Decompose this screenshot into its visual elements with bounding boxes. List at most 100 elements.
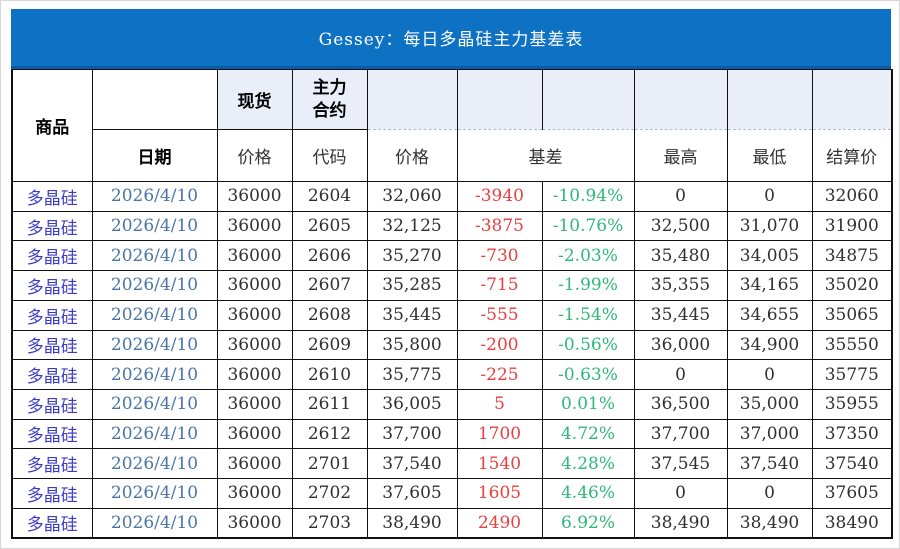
cell-commodity: 多晶硅 (11, 448, 93, 480)
cell-contract-code: 2612 (291, 418, 368, 450)
cell-futures-price: 35,800 (366, 329, 458, 361)
header-blank-1 (366, 69, 458, 130)
cell-low: 35,000 (726, 388, 813, 420)
cell-contract-code: 2701 (291, 448, 368, 480)
header-date: 日期 (91, 129, 218, 182)
cell-futures-price: 37,605 (366, 478, 458, 509)
cell-low: 37,000 (726, 418, 813, 450)
header-blank-2 (456, 69, 543, 130)
cell-basis: -730 (456, 240, 543, 272)
cell-low: 31,070 (726, 210, 813, 242)
cell-basis: -200 (456, 329, 543, 361)
cell-commodity: 多晶硅 (11, 299, 93, 331)
cell-low: 0 (726, 478, 813, 509)
cell-high: 0 (633, 359, 728, 390)
cell-settlement: 37605 (811, 478, 893, 509)
cell-low: 0 (726, 181, 813, 212)
table-header: 商品 现货 主力合约 日期 价格 代码 价格 基差 最高 最低 (11, 69, 893, 182)
header-blank-5 (726, 69, 813, 130)
cell-commodity: 多晶硅 (11, 418, 93, 450)
cell-futures-price: 37,540 (366, 448, 458, 480)
cell-low: 34,900 (726, 329, 813, 361)
cell-futures-price: 35,775 (366, 359, 458, 390)
header-row-groups: 商品 现货 主力合约 (11, 69, 893, 182)
cell-settlement: 35065 (811, 299, 893, 331)
header-main-contract-group: 主力合约 (291, 69, 368, 130)
cell-low: 34,165 (726, 270, 813, 301)
table-row: 多晶硅 2026/4/10 36000 2611 36,005 5 0.01% … (11, 388, 893, 420)
cell-settlement: 38490 (811, 507, 893, 539)
cell-date: 2026/4/10 (91, 478, 218, 509)
table-row: 多晶硅 2026/4/10 36000 2701 37,540 1540 4.2… (11, 448, 893, 480)
cell-basis: 1700 (456, 418, 543, 450)
cell-basis-percent: 4.72% (541, 418, 635, 450)
cell-settlement: 35550 (811, 329, 893, 361)
cell-futures-price: 36,005 (366, 388, 458, 420)
cell-contract-code: 2605 (291, 210, 368, 242)
cell-basis-percent: -0.63% (541, 359, 635, 390)
cell-low: 38,490 (726, 507, 813, 539)
header-basis: 基差 (456, 129, 635, 182)
cell-basis-percent: -2.03% (541, 240, 635, 272)
cell-contract-code: 2703 (291, 507, 368, 539)
header-futures-price: 价格 (366, 129, 458, 182)
cell-spot-price: 36000 (216, 507, 293, 539)
table-row: 多晶硅 2026/4/10 36000 2606 35,270 -730 -2.… (11, 240, 893, 272)
header-blank-6 (811, 69, 893, 130)
table-row: 多晶硅 2026/4/10 36000 2605 32,125 -3875 -1… (11, 210, 893, 242)
header-high: 最高 (633, 129, 728, 182)
cell-high: 35,480 (633, 240, 728, 272)
cell-basis-percent: 4.46% (541, 478, 635, 509)
cell-high: 37,700 (633, 418, 728, 450)
cell-date: 2026/4/10 (91, 507, 218, 539)
cell-basis-percent: 4.28% (541, 448, 635, 480)
table-row: 多晶硅 2026/4/10 36000 2702 37,605 1605 4.4… (11, 478, 893, 509)
cell-commodity: 多晶硅 (11, 478, 93, 509)
cell-commodity: 多晶硅 (11, 181, 93, 212)
cell-basis: -555 (456, 299, 543, 331)
cell-high: 36,500 (633, 388, 728, 420)
cell-spot-price: 36000 (216, 181, 293, 212)
cell-basis-percent: -0.56% (541, 329, 635, 361)
cell-high: 0 (633, 181, 728, 212)
cell-spot-price: 36000 (216, 418, 293, 450)
cell-basis-percent: -10.76% (541, 210, 635, 242)
cell-commodity: 多晶硅 (11, 240, 93, 272)
cell-spot-price: 36000 (216, 270, 293, 301)
cell-basis-percent: 6.92% (541, 507, 635, 539)
table-body: 多晶硅 2026/4/10 36000 2604 32,060 -3940 -1… (11, 181, 893, 539)
cell-futures-price: 32,060 (366, 181, 458, 212)
cell-spot-price: 36000 (216, 478, 293, 509)
cell-high: 35,355 (633, 270, 728, 301)
cell-commodity: 多晶硅 (11, 507, 93, 539)
cell-settlement: 35775 (811, 359, 893, 390)
header-blank-above-date (91, 69, 218, 130)
cell-basis: 1540 (456, 448, 543, 480)
cell-contract-code: 2702 (291, 478, 368, 509)
header-low: 最低 (726, 129, 813, 182)
basis-table: 商品 现货 主力合约 日期 价格 代码 价格 基差 最高 最低 (11, 69, 893, 539)
cell-spot-price: 36000 (216, 329, 293, 361)
cell-date: 2026/4/10 (91, 388, 218, 420)
header-blank-3 (541, 69, 635, 130)
cell-spot-price: 36000 (216, 448, 293, 480)
cell-high: 38,490 (633, 507, 728, 539)
cell-basis: -225 (456, 359, 543, 390)
table-row: 多晶硅 2026/4/10 36000 2703 38,490 2490 6.9… (11, 507, 893, 539)
cell-contract-code: 2608 (291, 299, 368, 331)
cell-futures-price: 35,445 (366, 299, 458, 331)
table-row: 多晶硅 2026/4/10 36000 2612 37,700 1700 4.7… (11, 418, 893, 450)
cell-contract-code: 2607 (291, 270, 368, 301)
cell-spot-price: 36000 (216, 299, 293, 331)
cell-low: 34,655 (726, 299, 813, 331)
table-title: Gessey：每日多晶硅主力基差表 (318, 30, 584, 50)
cell-basis-percent: -1.54% (541, 299, 635, 331)
cell-basis: 5 (456, 388, 543, 420)
cell-futures-price: 35,270 (366, 240, 458, 272)
cell-basis: 1605 (456, 478, 543, 509)
cell-spot-price: 36000 (216, 359, 293, 390)
cell-date: 2026/4/10 (91, 240, 218, 272)
cell-low: 34,005 (726, 240, 813, 272)
header-spot-group: 现货 (216, 69, 293, 130)
title-bar: Gessey：每日多晶硅主力基差表 (11, 9, 891, 69)
